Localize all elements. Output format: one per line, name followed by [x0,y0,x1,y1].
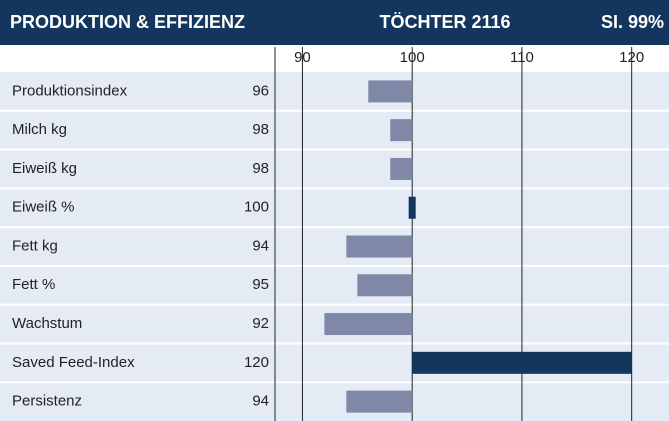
row-label: Eiweiß % [12,199,75,216]
row-label: Produktionsindex [12,82,128,99]
row-value: 98 [252,121,269,138]
bar [346,390,413,413]
reliability: SI. 99% [601,12,664,32]
row-value: 96 [252,82,269,99]
row-label: Fett % [12,276,55,293]
header-bar [0,0,669,45]
bar [357,274,413,297]
row-label: Persistenz [12,393,82,410]
bar [390,119,413,142]
row-label: Saved Feed-Index [12,354,135,371]
row-value: 92 [252,315,269,332]
bar [408,196,416,219]
bar [324,313,413,336]
chart-title: PRODUKTION & EFFIZIENZ [10,12,245,32]
row-value: 100 [244,199,269,216]
row-label: Eiweiß kg [12,160,77,177]
bar [368,80,413,103]
bar [346,235,413,258]
row-label: Wachstum [12,315,82,332]
bar [390,157,413,180]
row-label: Fett kg [12,237,58,254]
row-value: 95 [252,276,269,293]
bar [412,351,632,374]
row-value: 94 [252,237,269,254]
row-value: 94 [252,393,269,410]
chart-subtitle: TÖCHTER 2116 [379,12,510,32]
row-value: 98 [252,160,269,177]
row-value: 120 [244,354,269,371]
row-label: Milch kg [12,121,67,138]
